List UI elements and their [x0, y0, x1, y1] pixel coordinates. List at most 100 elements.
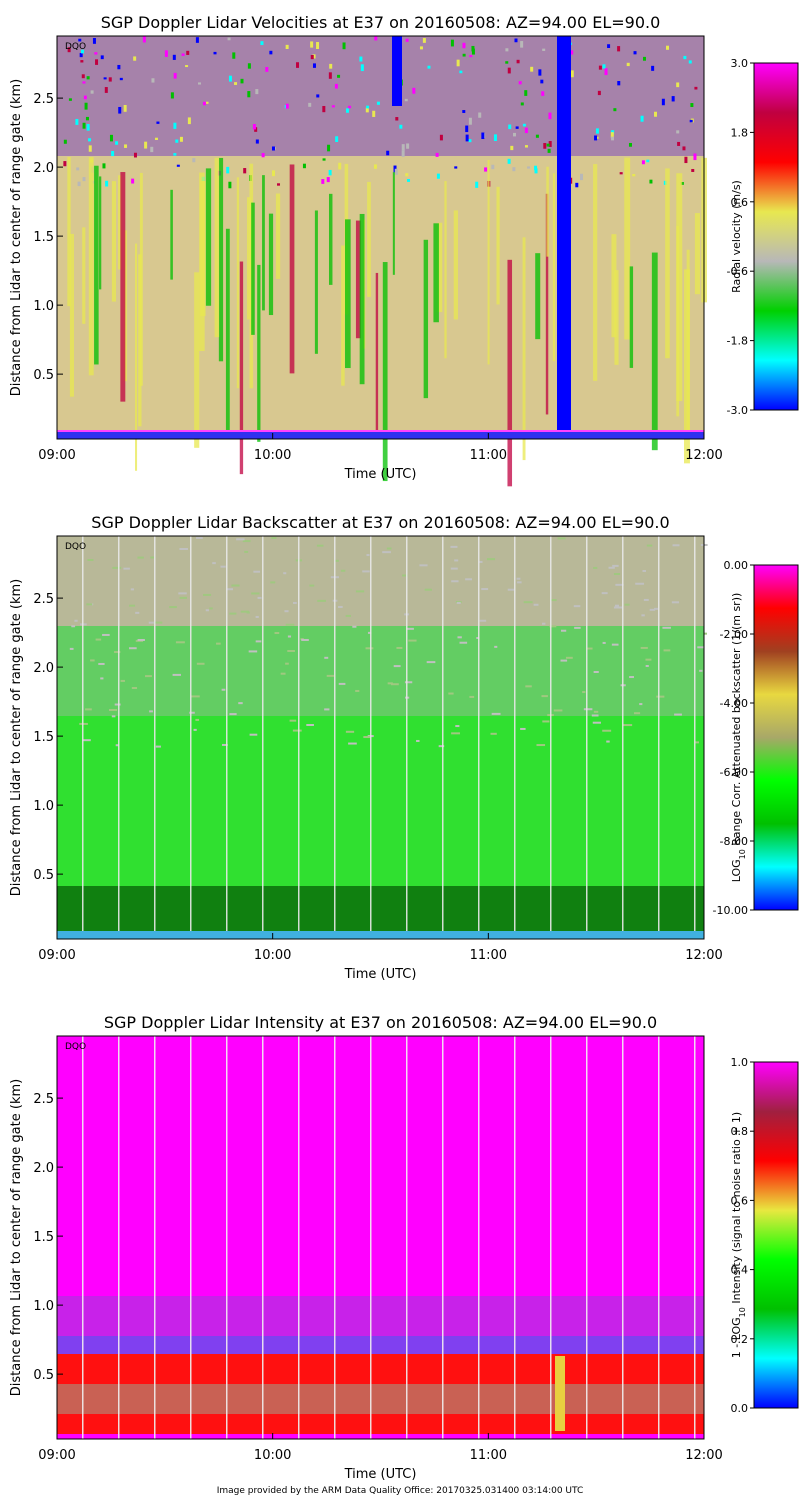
noise-speckle	[88, 145, 92, 152]
speckle	[189, 711, 195, 714]
speckle	[641, 614, 645, 617]
speckle	[640, 646, 648, 649]
noise-speckle	[329, 63, 333, 69]
noise-speckle	[611, 136, 615, 141]
speckle	[615, 583, 624, 586]
updraft-streak	[257, 264, 261, 442]
updraft-streak	[665, 168, 670, 359]
speckle	[82, 739, 91, 742]
speckle	[541, 695, 548, 698]
noise-speckle	[459, 70, 463, 74]
noise-speckle	[133, 152, 137, 158]
noise-speckle	[575, 182, 579, 188]
yellow-plume	[555, 1356, 565, 1431]
speckle	[491, 712, 501, 715]
speckle	[645, 658, 652, 661]
noise-speckle	[450, 39, 454, 47]
speckle	[195, 536, 203, 539]
speckle	[363, 736, 371, 739]
noise-speckle	[534, 165, 538, 171]
speckle	[283, 572, 287, 575]
speckle	[155, 745, 161, 748]
colorbar-gradient	[753, 62, 799, 411]
updraft-streak	[552, 173, 556, 362]
speckle	[671, 601, 680, 604]
updraft-streak	[239, 261, 244, 475]
gap-line	[154, 536, 156, 939]
colorbar-tick-label: 0.4	[731, 1264, 749, 1277]
noise-speckle	[131, 178, 135, 184]
speckle	[635, 582, 645, 585]
x-tick-label: 09:00	[38, 1448, 75, 1463]
noise-speckle	[684, 156, 688, 164]
noise-speckle	[454, 166, 458, 169]
updraft-streak	[200, 181, 206, 316]
y-tick-label: 1.0	[33, 1299, 54, 1314]
noise-speckle	[548, 112, 552, 120]
noise-speckle	[626, 62, 630, 67]
speckle	[131, 687, 138, 690]
y-tick-label: 0.5	[33, 868, 54, 883]
noise-speckle	[595, 136, 599, 139]
speckle	[542, 622, 546, 625]
speckle	[309, 584, 315, 587]
updraft-streak	[205, 168, 212, 306]
transition-band	[57, 1296, 704, 1341]
speckle	[614, 604, 620, 607]
colorbar-tick-label: 0.6	[731, 196, 749, 209]
noise-speckle	[376, 101, 380, 105]
updraft-streak	[99, 176, 102, 290]
noise-speckle	[78, 38, 82, 42]
speckle	[533, 603, 539, 606]
updraft-streak	[614, 270, 619, 365]
speckle	[137, 556, 144, 559]
updraft-streak	[120, 172, 126, 402]
noise-speckle	[82, 177, 86, 182]
noise-speckle	[694, 86, 698, 90]
noise-speckle	[374, 36, 378, 41]
panel-velocity: SGP Doppler Lidar Velocities at E37 on 2…	[9, 13, 799, 487]
speckle	[86, 603, 93, 606]
updraft-streak	[67, 156, 71, 307]
updraft-streak	[194, 272, 200, 448]
speckle	[352, 625, 357, 628]
updraft-streak	[496, 186, 500, 305]
colorbar-label-part: LOG	[730, 859, 743, 882]
y-tick-label: 1.5	[33, 1230, 54, 1245]
noise-speckle	[406, 143, 410, 149]
noise-speckle	[682, 146, 686, 151]
speckle	[345, 614, 351, 617]
noise-speckle	[419, 46, 423, 50]
speckle	[148, 621, 155, 624]
updraft-streak	[444, 181, 447, 359]
speckle	[324, 656, 329, 659]
noise-speckle	[81, 74, 85, 79]
noise-speckle	[677, 141, 681, 146]
blue-column	[557, 36, 571, 431]
speckle	[326, 674, 335, 677]
speckle	[324, 708, 330, 711]
noise-speckle	[535, 134, 539, 138]
noise-speckle	[247, 63, 251, 69]
noise-speckle	[164, 50, 168, 57]
speckle	[246, 611, 250, 614]
noise-speckle	[510, 145, 514, 151]
noise-speckle	[115, 141, 119, 145]
noise-speckle	[515, 126, 519, 129]
noise-speckle	[359, 56, 363, 62]
noise-speckle	[144, 141, 148, 149]
noise-speckle	[226, 166, 230, 174]
speckle	[456, 601, 461, 604]
noise-speckle	[205, 101, 209, 104]
noise-speckle	[271, 146, 275, 151]
updraft-streak	[375, 272, 379, 437]
colorbar-gradient	[753, 1061, 799, 1409]
speckle	[280, 672, 286, 675]
noise-speckle	[538, 69, 542, 76]
noise-speckle	[103, 77, 107, 80]
noise-speckle	[617, 46, 621, 52]
noise-speckle	[232, 52, 236, 59]
noise-speckle	[595, 128, 599, 134]
noise-speckle	[513, 132, 517, 137]
noise-speckle	[123, 104, 127, 112]
